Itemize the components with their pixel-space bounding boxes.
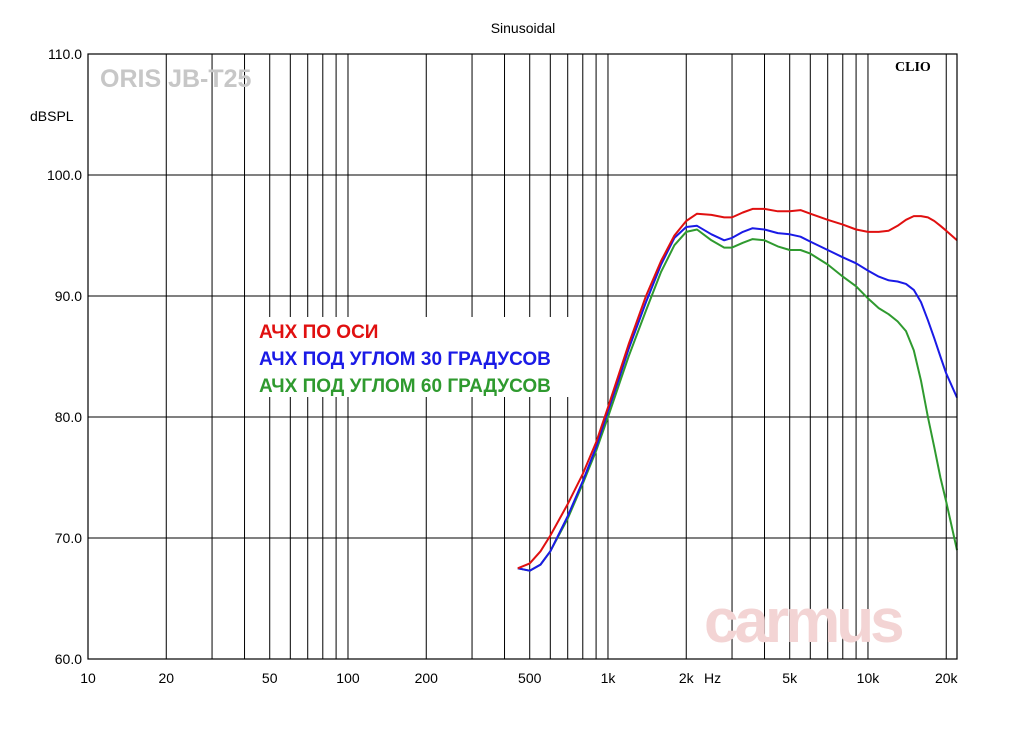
watermark-group: carmus bbox=[704, 587, 906, 656]
chart-title: Sinusoidal bbox=[491, 20, 556, 36]
x-tick-label: 2k bbox=[679, 670, 695, 686]
x-tick-label: 10k bbox=[857, 670, 881, 686]
series-line bbox=[517, 228, 958, 572]
x-tick-label: 5k bbox=[782, 670, 798, 686]
carmus-watermark: carmus bbox=[704, 587, 902, 656]
brand-label: ORIS JB-T25 bbox=[100, 65, 252, 93]
legend-background bbox=[254, 317, 576, 397]
x-tick-label: 50 bbox=[262, 670, 278, 686]
x-tick-label: 20k bbox=[935, 670, 959, 686]
legend-entry: АЧХ ПО ОСИ bbox=[259, 322, 378, 343]
brand-group: ORIS JB-T25 bbox=[100, 65, 252, 93]
series-lines bbox=[517, 207, 958, 572]
y-tick-label: 80.0 bbox=[55, 409, 82, 425]
x-tick-label: 500 bbox=[518, 670, 542, 686]
y-axis-label: dBSPL bbox=[30, 108, 74, 124]
clio-label: CLIO bbox=[895, 60, 931, 75]
clio-label-background bbox=[891, 56, 944, 76]
x-tick-label: 20 bbox=[158, 670, 174, 686]
y-tick-label: 90.0 bbox=[55, 288, 82, 304]
x-tick-label: 1k bbox=[601, 670, 617, 686]
series-line bbox=[517, 207, 958, 570]
y-tick-label: 100.0 bbox=[47, 167, 82, 183]
x-tick-label: 200 bbox=[415, 670, 439, 686]
x-tick-label: 100 bbox=[336, 670, 360, 686]
y-tick-labels: 110.0 100.0 90.0 80.0 70.0 60.0 bbox=[47, 46, 82, 667]
plot-frame bbox=[87, 53, 958, 660]
x-unit-label: Hz bbox=[704, 670, 721, 686]
y-tick-label: 110.0 bbox=[48, 46, 82, 62]
legend-entry: АЧХ ПОД УГЛОМ 30 ГРАДУСОВ bbox=[259, 349, 551, 370]
x-tick-label: 10 bbox=[80, 670, 96, 686]
x-tick-labels: 10 20 50 100 200 500 1k 2k 5k 10k 20k bbox=[80, 670, 958, 686]
y-tick-label: 60.0 bbox=[55, 651, 82, 667]
y-tick-label: 70.0 bbox=[55, 530, 82, 546]
legend-entry: АЧХ ПОД УГЛОМ 60 ГРАДУСОВ bbox=[259, 376, 551, 397]
legend: АЧХ ПО ОСИ АЧХ ПОД УГЛОМ 30 ГРАДУСОВ АЧХ П… bbox=[254, 317, 576, 397]
series-line bbox=[517, 224, 958, 572]
